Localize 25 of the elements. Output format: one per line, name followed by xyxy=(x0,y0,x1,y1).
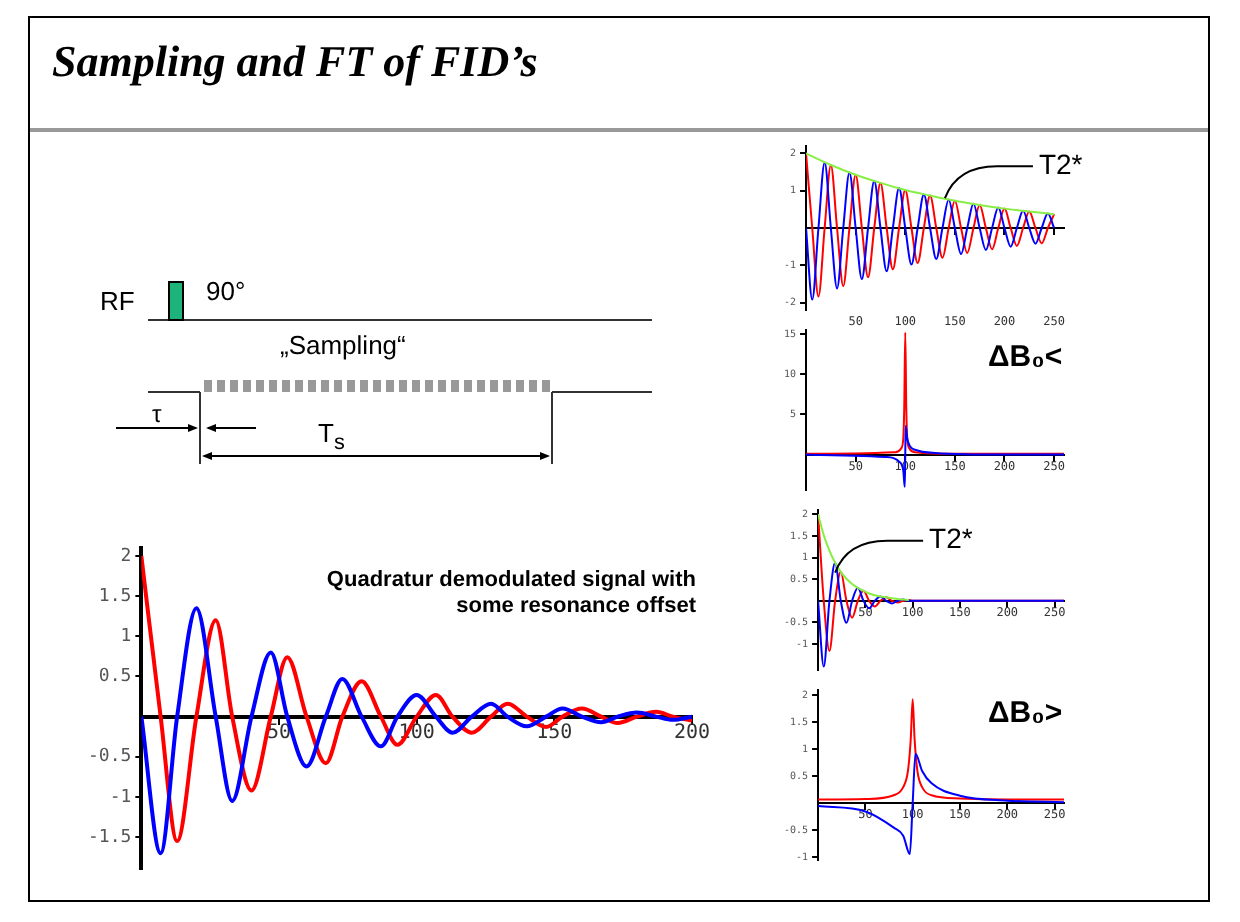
line-series xyxy=(806,424,1064,488)
text: T$_{s}$ xyxy=(318,418,345,456)
line-series xyxy=(818,513,910,601)
text: τ xyxy=(152,400,162,428)
line-series xyxy=(806,331,1064,455)
annotation: T2* xyxy=(1038,147,1084,180)
y-tick-label: -0.5 xyxy=(87,747,132,768)
annotation: Quadratur demodulated signal with some resonance offset xyxy=(324,568,696,619)
annotation: ΔB₀> xyxy=(988,696,1065,731)
line-series xyxy=(818,698,1064,801)
x-tick-label: 200 xyxy=(673,721,711,744)
annotation: T2* xyxy=(929,522,974,555)
line-series xyxy=(818,561,1064,668)
y-tick-label: 0.5 xyxy=(98,667,132,688)
text: „Sampling“ xyxy=(280,330,406,360)
text: 90° xyxy=(206,276,246,306)
y-tick-label: 2 xyxy=(120,546,132,567)
y-tick-label: 1 xyxy=(120,627,132,648)
y-tick-label: -1 xyxy=(109,787,132,808)
text: Sampling and FT of FID’s xyxy=(52,36,538,88)
y-tick-label: 1.5 xyxy=(98,586,132,607)
annotation: ΔB₀< xyxy=(988,340,1065,375)
line-series xyxy=(818,752,1064,856)
y-tick-label: -1.5 xyxy=(87,827,132,848)
text: RF xyxy=(100,286,135,316)
